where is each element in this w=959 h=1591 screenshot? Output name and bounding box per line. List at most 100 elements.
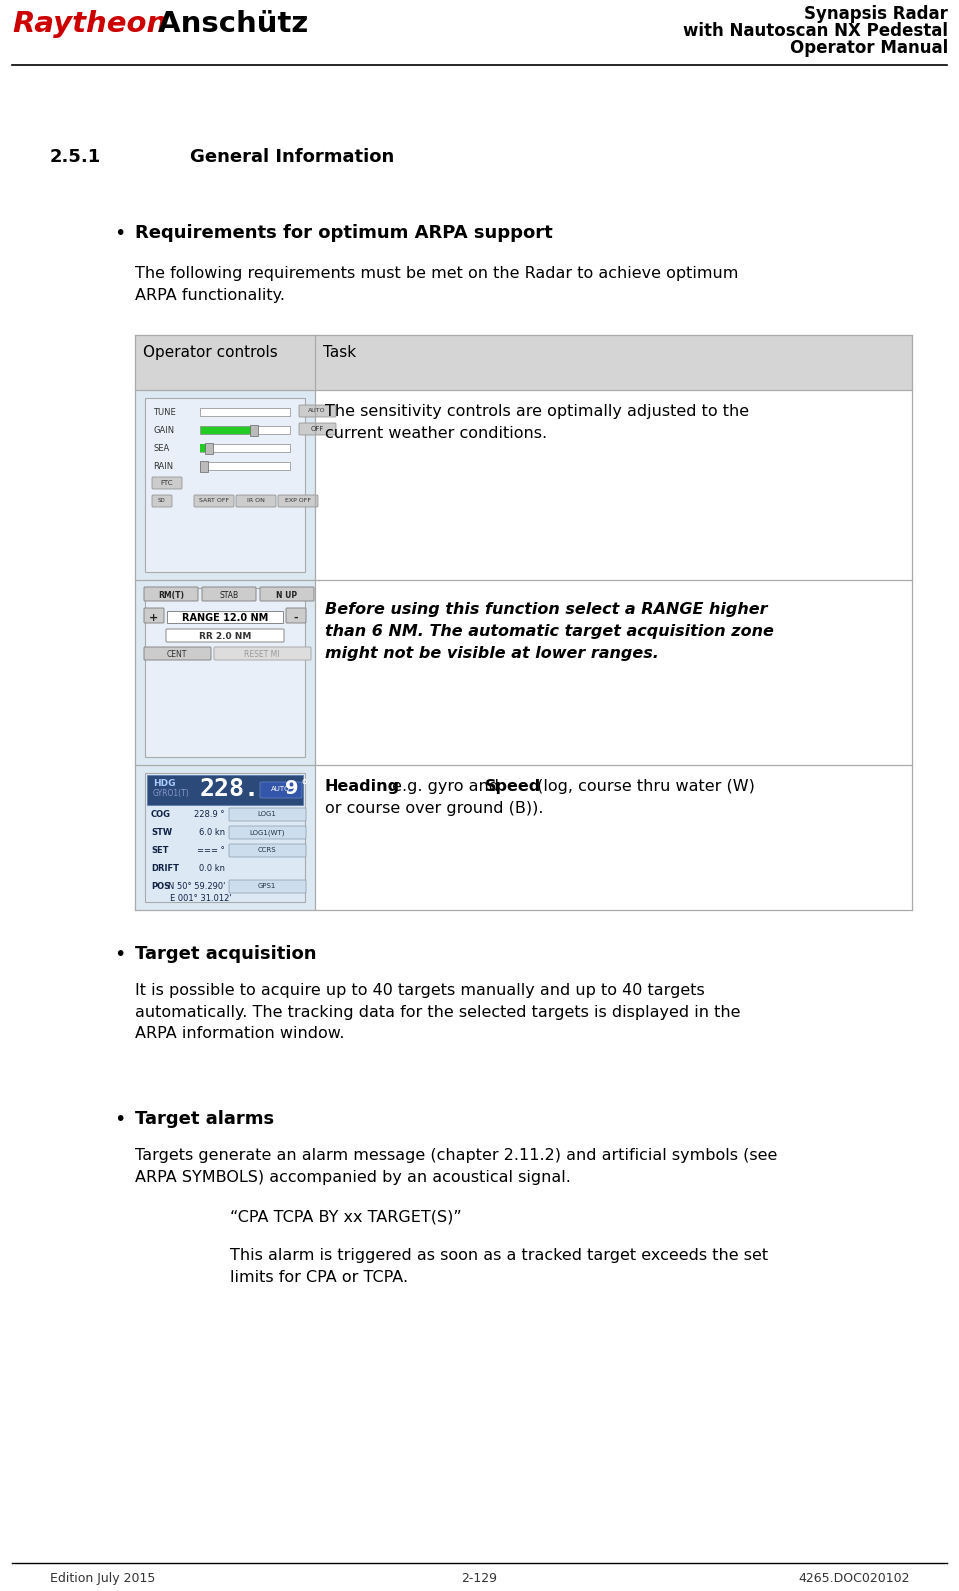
Text: 9: 9 <box>285 780 298 799</box>
Bar <box>255 426 290 434</box>
Bar <box>200 461 208 473</box>
Text: LOG1: LOG1 <box>258 811 276 818</box>
Text: Operator controls: Operator controls <box>143 345 278 360</box>
Text: Speed: Speed <box>485 780 541 794</box>
FancyBboxPatch shape <box>144 648 211 660</box>
FancyBboxPatch shape <box>152 477 182 488</box>
Bar <box>200 444 210 452</box>
Text: AUTO: AUTO <box>271 786 291 792</box>
FancyBboxPatch shape <box>202 587 256 601</box>
FancyBboxPatch shape <box>299 406 336 417</box>
Text: DRIFT: DRIFT <box>151 864 179 873</box>
Text: N UP: N UP <box>276 590 297 600</box>
Bar <box>147 775 303 805</box>
Text: Anschütz: Anschütz <box>148 10 308 38</box>
Bar <box>167 611 283 624</box>
Text: 4265.DOC020102: 4265.DOC020102 <box>799 1572 910 1585</box>
Bar <box>145 398 305 573</box>
Bar <box>145 589 305 757</box>
Text: 228.: 228. <box>200 776 260 800</box>
Text: 6.0 kn: 6.0 kn <box>199 827 225 837</box>
Text: SD: SD <box>158 498 166 503</box>
FancyBboxPatch shape <box>260 587 314 601</box>
FancyBboxPatch shape <box>152 495 172 508</box>
Text: STAB: STAB <box>220 590 239 600</box>
Text: or course over ground (B)).: or course over ground (B)). <box>325 800 544 816</box>
Bar <box>135 336 912 390</box>
Text: HDG: HDG <box>153 780 175 788</box>
Text: 2-129: 2-129 <box>461 1572 497 1585</box>
Text: === °: === ° <box>198 846 225 854</box>
Text: might not be visible at lower ranges.: might not be visible at lower ranges. <box>325 646 659 660</box>
Text: Synapsis Radar: Synapsis Radar <box>805 5 948 22</box>
Bar <box>200 426 255 434</box>
Text: FTC: FTC <box>161 480 174 485</box>
Text: Edition July 2015: Edition July 2015 <box>50 1572 155 1585</box>
Text: •: • <box>114 945 126 964</box>
Bar <box>135 581 315 765</box>
Bar <box>205 442 213 453</box>
Text: RR 2.0 NM: RR 2.0 NM <box>199 632 251 641</box>
Text: -: - <box>293 613 298 624</box>
Text: General Information: General Information <box>190 148 394 165</box>
Text: RAIN: RAIN <box>153 461 174 471</box>
FancyBboxPatch shape <box>236 495 276 508</box>
Text: Target alarms: Target alarms <box>135 1111 274 1128</box>
Text: RM(T): RM(T) <box>158 590 184 600</box>
Text: Raytheon: Raytheon <box>12 10 167 38</box>
Text: SET: SET <box>151 846 169 854</box>
Text: RESET MI: RESET MI <box>245 651 280 659</box>
Bar <box>145 773 305 902</box>
Text: (log, course thru water (W): (log, course thru water (W) <box>532 780 755 794</box>
Text: than 6 NM. The automatic target acquisition zone: than 6 NM. The automatic target acquisit… <box>325 624 774 640</box>
Text: OFF: OFF <box>311 426 324 433</box>
Text: 0.0 kn: 0.0 kn <box>199 864 225 873</box>
Bar <box>200 461 290 469</box>
Text: EXP OFF: EXP OFF <box>285 498 311 503</box>
Text: Heading: Heading <box>325 780 400 794</box>
Text: 2.5.1: 2.5.1 <box>50 148 102 165</box>
Text: Task: Task <box>323 345 356 360</box>
FancyBboxPatch shape <box>278 495 318 508</box>
Text: TUNE: TUNE <box>153 407 175 417</box>
Text: •: • <box>114 224 126 243</box>
Bar <box>200 444 290 452</box>
Text: with Nautoscan NX Pedestal: with Nautoscan NX Pedestal <box>683 22 948 40</box>
Text: STW: STW <box>151 827 172 837</box>
Text: SART OFF: SART OFF <box>199 498 229 503</box>
Text: Targets generate an alarm message (chapter 2.11.2) and artificial symbols (see
A: Targets generate an alarm message (chapt… <box>135 1149 778 1185</box>
Text: 228.9 °: 228.9 ° <box>195 810 225 819</box>
Text: Requirements for optimum ARPA support: Requirements for optimum ARPA support <box>135 224 552 242</box>
FancyBboxPatch shape <box>260 783 302 799</box>
FancyBboxPatch shape <box>166 628 284 643</box>
Text: The sensitivity controls are optimally adjusted to the
current weather condition: The sensitivity controls are optimally a… <box>325 404 749 441</box>
FancyBboxPatch shape <box>229 843 306 858</box>
Text: N 50° 59.290': N 50° 59.290' <box>168 881 225 891</box>
Text: Target acquisition: Target acquisition <box>135 945 316 963</box>
Text: °: ° <box>300 780 308 794</box>
Text: POS: POS <box>151 881 170 891</box>
Text: IR ON: IR ON <box>247 498 265 503</box>
Text: COG: COG <box>151 810 171 819</box>
Text: The following requirements must be met on the Radar to achieve optimum
ARPA func: The following requirements must be met o… <box>135 266 738 302</box>
Bar <box>135 390 315 581</box>
FancyBboxPatch shape <box>144 608 164 624</box>
Text: It is possible to acquire up to 40 targets manually and up to 40 targets
automat: It is possible to acquire up to 40 targe… <box>135 983 740 1041</box>
Text: +: + <box>150 613 158 624</box>
FancyBboxPatch shape <box>214 648 311 660</box>
Text: LOG1(WT): LOG1(WT) <box>249 829 285 835</box>
FancyBboxPatch shape <box>229 826 306 838</box>
FancyBboxPatch shape <box>286 608 306 624</box>
Text: GAIN: GAIN <box>153 426 175 434</box>
FancyBboxPatch shape <box>194 495 234 508</box>
FancyBboxPatch shape <box>144 587 198 601</box>
Text: Operator Manual: Operator Manual <box>790 40 948 57</box>
Text: This alarm is triggered as soon as a tracked target exceeds the set
limits for C: This alarm is triggered as soon as a tra… <box>230 1247 768 1284</box>
FancyBboxPatch shape <box>229 880 306 893</box>
Text: SEA: SEA <box>153 444 169 453</box>
Text: •: • <box>114 1111 126 1130</box>
Bar <box>250 425 258 436</box>
FancyBboxPatch shape <box>229 808 306 821</box>
Text: e.g. gyro and: e.g. gyro and <box>387 780 504 794</box>
Text: Before using this function select a RANGE higher: Before using this function select a RANG… <box>325 601 767 617</box>
